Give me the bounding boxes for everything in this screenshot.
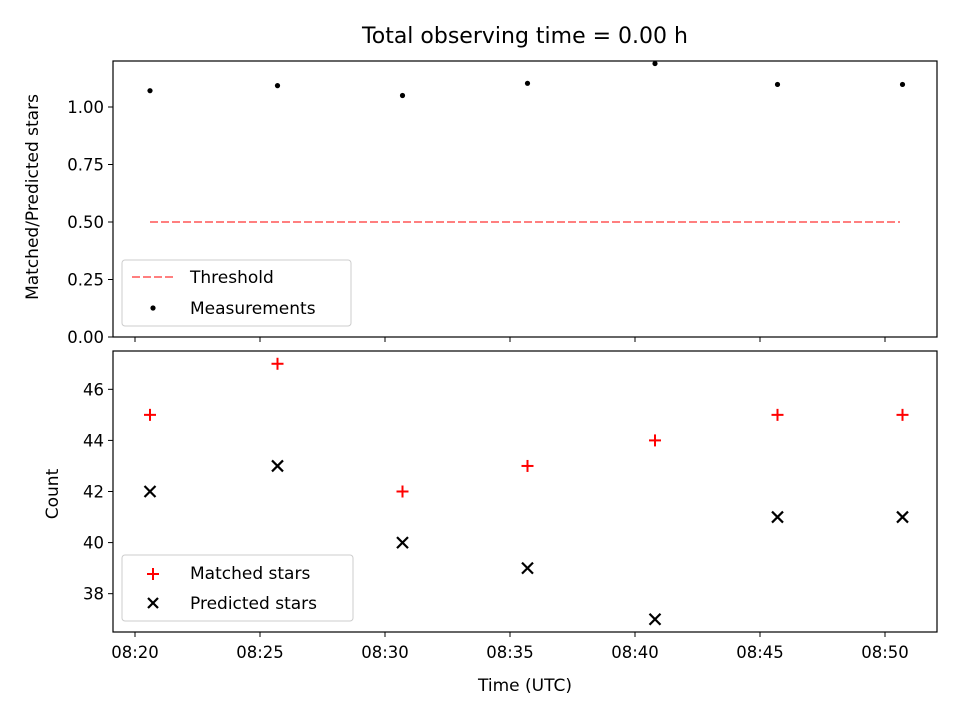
top-legend: Threshold Measurements [121,259,352,327]
bottom-legend-frame [121,554,354,622]
measurement-point [652,60,658,67]
measurement-point [147,88,153,94]
legend-matched-swatch [147,568,159,580]
top-y-axis-label: Matched/Predicted stars [23,94,43,300]
matched-stars-point [144,408,156,421]
legend-threshold-label: Threshold [189,268,274,288]
legend-measurements-swatch [150,305,156,311]
x-tick-label-0: 08:20 [111,643,159,662]
matched-stars-point [396,485,409,498]
matched-stars-point [771,408,784,421]
top-plot-area: 0.00 0.25 0.50 0.75 1.00 [67,60,938,347]
top-chart-title: Total observing time = 0.00 h [361,24,688,49]
predicted-stars-point [521,561,534,575]
measurement-point [274,83,281,89]
bottom-y-axis-label: Count [43,468,63,519]
y-tick-label-1-0: 38 [83,585,104,604]
x-tick-label-2: 08:30 [361,643,409,662]
legend-matched-label: Matched stars [190,564,310,584]
predicted-stars-point [771,510,784,524]
x-axis-label: Time (UTC) [477,676,572,696]
matched-stars-point [521,459,534,472]
predicted-stars-point [271,459,284,473]
matched-stars-point [896,408,909,421]
legend-predicted-label: Predicted stars [190,594,317,614]
y-tick-label-1-3: 44 [83,431,104,450]
predicted-stars-point [143,485,157,498]
bottom-legend: Matched stars Predicted stars [121,554,354,622]
y-tick-label-0-3: 0.75 [67,156,104,175]
predicted-stars-point [648,612,662,626]
measurement-point [899,81,906,88]
measurement-point [524,80,531,86]
y-tick-label-0-2: 0.50 [67,213,104,232]
x-tick-label-6: 08:50 [861,643,909,662]
predicted-stars-point [396,536,409,549]
y-tick-label-1-1: 40 [83,534,104,553]
top-legend-frame [121,259,352,327]
legend-measurements-label: Measurements [190,299,316,319]
x-tick-label-5: 08:45 [736,643,784,662]
y-tick-label-0-1: 0.25 [67,271,104,290]
x-tick-label-4: 08:40 [611,643,659,662]
bottom-plot-area: 38 40 42 44 46 08:20 08:25 08:30 08:35 08:40 08:45… [83,350,938,662]
matched-stars-point [271,357,284,370]
plot-frame-0 [112,60,938,338]
y-tick-label-1-2: 42 [83,483,104,502]
y-tick-label-0-0: 0.00 [67,328,104,347]
y-tick-label-1-4: 46 [83,380,104,399]
x-tick-label-3: 08:35 [486,643,534,662]
matched-stars-point [649,434,661,447]
measurement-point [774,81,781,88]
legend-predicted-swatch [147,597,159,609]
y-tick-label-0-4: 1.00 [67,98,104,117]
predicted-stars-point [896,510,909,524]
x-tick-label-1: 08:25 [236,643,284,662]
measurement-point [399,92,406,99]
